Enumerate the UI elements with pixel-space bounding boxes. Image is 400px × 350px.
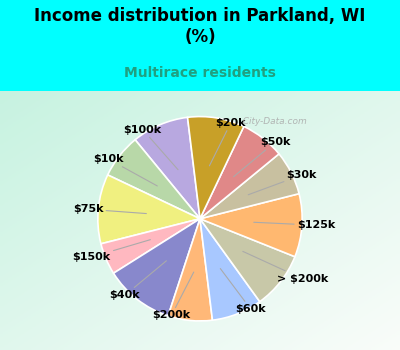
Text: $50k: $50k bbox=[234, 137, 290, 177]
Wedge shape bbox=[135, 117, 200, 219]
Wedge shape bbox=[200, 219, 295, 302]
Text: $100k: $100k bbox=[124, 125, 178, 170]
Text: $200k: $200k bbox=[152, 272, 194, 320]
Wedge shape bbox=[98, 175, 200, 244]
Wedge shape bbox=[101, 219, 200, 273]
Text: City-Data.com: City-Data.com bbox=[237, 117, 306, 126]
Text: > $200k: > $200k bbox=[243, 251, 328, 284]
Text: $40k: $40k bbox=[110, 261, 166, 300]
Wedge shape bbox=[200, 154, 299, 219]
Wedge shape bbox=[114, 219, 200, 316]
Text: $10k: $10k bbox=[93, 154, 157, 186]
Wedge shape bbox=[200, 194, 302, 257]
Wedge shape bbox=[188, 117, 244, 219]
Text: Income distribution in Parkland, WI
(%): Income distribution in Parkland, WI (%) bbox=[34, 7, 366, 46]
Text: $150k: $150k bbox=[73, 240, 150, 262]
Text: Multirace residents: Multirace residents bbox=[124, 65, 276, 79]
Wedge shape bbox=[168, 219, 212, 321]
Text: $20k: $20k bbox=[210, 118, 246, 166]
Text: $125k: $125k bbox=[254, 220, 335, 230]
Text: $30k: $30k bbox=[248, 170, 317, 195]
Text: $60k: $60k bbox=[220, 268, 266, 314]
Wedge shape bbox=[108, 140, 200, 219]
Wedge shape bbox=[200, 219, 260, 320]
Text: $75k: $75k bbox=[73, 204, 146, 214]
Wedge shape bbox=[200, 126, 279, 219]
